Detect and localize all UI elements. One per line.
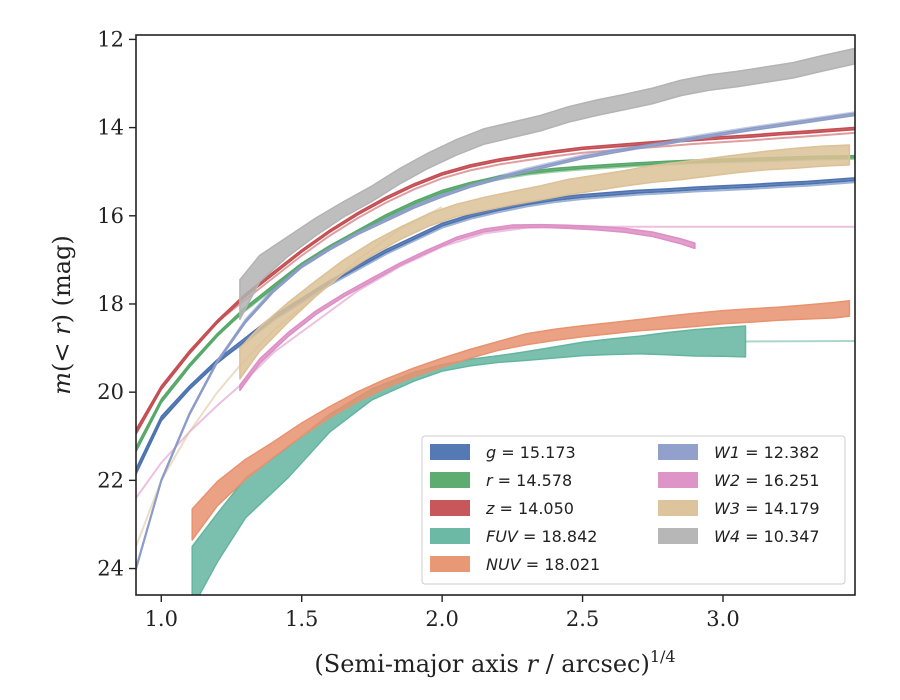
legend-label-w4: W4 = 10.347	[714, 527, 820, 546]
band-z	[136, 126, 855, 435]
legend-swatch-nuv	[430, 556, 470, 572]
legend-label-r: r = 14.578	[486, 471, 572, 490]
legend-label-fuv: FUV = 18.842	[486, 527, 597, 546]
x-tick-label: 2.0	[425, 607, 458, 631]
legend-swatch-w1	[658, 444, 698, 460]
y-tick-label: 20	[97, 380, 124, 404]
x-tick-label: 1.5	[285, 607, 318, 631]
legend-label-w3: W3 = 14.179	[714, 499, 820, 518]
axis-ticks: 1.0 1.5 2.0 2.5 3.0 12 14 16 18 20 22 24	[97, 27, 739, 631]
legend-entry-w4: W4 = 10.347	[658, 527, 820, 546]
band-nuv	[191, 299, 851, 541]
legend-entry-r: r = 14.578	[430, 471, 572, 490]
x-tick-label: 1.0	[145, 607, 178, 631]
legend-swatch-w2	[658, 472, 698, 488]
x-tick-label: 3.0	[706, 607, 739, 631]
x-tick-label: 2.5	[566, 607, 599, 631]
y-tick-label: 18	[97, 292, 124, 316]
y-tick-label: 24	[97, 557, 124, 581]
y-axis-label: m(< r) (mag)	[48, 235, 76, 395]
y-tick-label: 14	[97, 116, 124, 140]
y-tick-label: 16	[97, 204, 124, 228]
legend-entry-fuv: FUV = 18.842	[430, 527, 597, 546]
legend-entry-w3: W3 = 14.179	[658, 499, 820, 518]
legend-box	[421, 435, 846, 585]
legend-swatch-z	[430, 500, 470, 516]
legend-entry-z: z = 14.050	[430, 499, 574, 518]
legend-swatch-w3	[658, 500, 698, 516]
legend-swatch-w4	[658, 528, 698, 544]
legend-entry-g: g = 15.173	[430, 443, 576, 462]
legend-swatch-fuv	[430, 528, 470, 544]
y-tick-label: 12	[97, 27, 124, 51]
band-w4	[239, 47, 855, 321]
x-axis-label: (Semi-major axis r / arcsec)1/4	[314, 647, 675, 678]
band-g	[136, 177, 855, 475]
legend-swatch-r	[430, 472, 470, 488]
legend-swatch-g	[430, 444, 470, 460]
legend-label-w2: W2 = 16.251	[714, 471, 820, 490]
band-w3	[239, 144, 851, 380]
legend-entry-nuv: NUV = 18.021	[430, 555, 600, 574]
legend-label-g: g = 15.173	[486, 443, 576, 462]
faint-line-w2	[136, 225, 855, 499]
band-w1	[136, 112, 855, 571]
legend-label-w1: W1 = 12.382	[714, 443, 820, 462]
band-w2	[239, 223, 696, 392]
legend-label-z: z = 14.050	[485, 499, 574, 518]
y-tick-label: 22	[97, 468, 124, 492]
legend-entry-w1: W1 = 12.382	[658, 443, 820, 462]
legend-entry-w2: W2 = 16.251	[658, 471, 820, 490]
series-bands	[136, 47, 855, 595]
legend-label-nuv: NUV = 18.021	[486, 555, 600, 574]
faint-line-fuv	[745, 340, 855, 343]
legend: g = 15.173 r = 14.578 z = 14.050 FUV = 18.8…	[421, 435, 846, 585]
plot-frame	[135, 34, 856, 596]
